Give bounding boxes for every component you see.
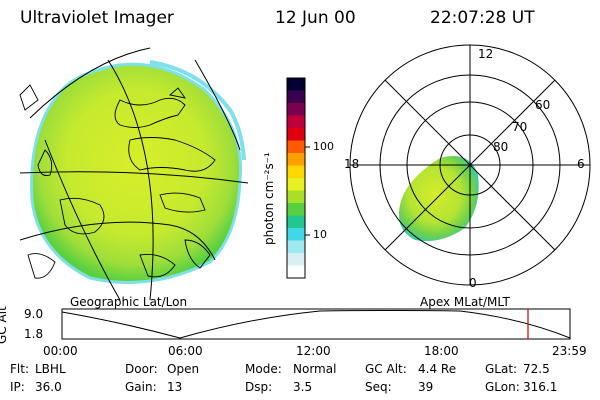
status-value: 72.5 — [523, 362, 550, 376]
colorbar-segment — [287, 165, 305, 179]
colorbar-segment — [287, 153, 305, 166]
status-label: Dsp: — [245, 380, 273, 394]
alt-xtick-2359: 23:59 — [552, 344, 587, 358]
colorbar-segment — [287, 228, 305, 241]
geographic-panel-label: Geographic Lat/Lon — [70, 295, 188, 309]
status-label: Gain: — [125, 380, 157, 394]
colorbar-segment — [287, 140, 305, 154]
lat-label-60: 60 — [535, 98, 551, 112]
status-label: Mode: — [245, 362, 282, 376]
app-title: Ultraviolet Imager — [20, 8, 174, 28]
alt-xtick-0600: 06:00 — [168, 344, 203, 358]
colorbar-segment — [287, 265, 305, 279]
status-value: 39 — [418, 380, 434, 394]
time-readout: 22:07:28 UT — [430, 8, 535, 28]
mlt-label-18: 18 — [344, 157, 360, 171]
status-value: 13 — [167, 380, 183, 394]
colorbar-segment — [287, 253, 305, 266]
colorbar-segment — [287, 178, 305, 191]
mlt-label-0: 0 — [469, 276, 477, 290]
auroral-emission-region — [399, 156, 479, 242]
mlt-label-6: 6 — [577, 157, 585, 171]
colorbar-segment — [287, 78, 305, 91]
status-label: Seq: — [365, 380, 392, 394]
status-label: GLon: — [485, 380, 520, 394]
geographic-grid-lines — [19, 47, 249, 301]
colorbar-segment — [287, 115, 305, 129]
status-label: Door: — [125, 362, 158, 376]
alt-xtick-1800: 18:00 — [424, 344, 459, 358]
colorbar-segment — [287, 215, 305, 229]
alt-xtick-1200: 12:00 — [296, 344, 331, 358]
status-value: 4.4 Re — [418, 362, 457, 376]
colorbar-segment — [287, 103, 305, 116]
colorbar-tick-100: 100 — [313, 140, 334, 153]
lat-label-80: 80 — [493, 140, 509, 154]
colorbar-segment — [287, 203, 305, 216]
status-label: GLat: — [485, 362, 518, 376]
colorbar-tick-10: 10 — [313, 228, 327, 241]
colorbar-segment — [287, 128, 305, 141]
coastline-outlines — [19, 84, 216, 279]
status-value: LBHL — [35, 362, 66, 376]
alt-ytick-1-8: 1.8 — [24, 327, 44, 341]
status-value: Normal — [293, 362, 337, 376]
status-value: 3.5 — [293, 380, 313, 394]
apex-panel-label: Apex MLat/MLT — [420, 295, 510, 309]
colorbar-segment — [287, 240, 305, 254]
colorbar-segment — [287, 90, 305, 104]
status-label: GC Alt: — [365, 362, 407, 376]
status-value: 36.0 — [35, 380, 62, 394]
mlt-label-12: 12 — [478, 47, 494, 61]
status-value: 316.1 — [523, 380, 558, 394]
alt-ylabel: GC Alt — [0, 306, 9, 344]
status-value: Open — [167, 362, 200, 376]
status-label: IP: — [10, 380, 25, 394]
date-readout: 12 Jun 00 — [275, 8, 356, 28]
status-label: Flt: — [10, 362, 29, 376]
alt-xtick-0000: 00:00 — [43, 344, 78, 358]
alt-ytick-9: 9.0 — [24, 307, 44, 321]
lat-label-70: 70 — [512, 120, 528, 134]
colorbar-segment — [287, 190, 305, 204]
polar-grid — [349, 44, 591, 286]
